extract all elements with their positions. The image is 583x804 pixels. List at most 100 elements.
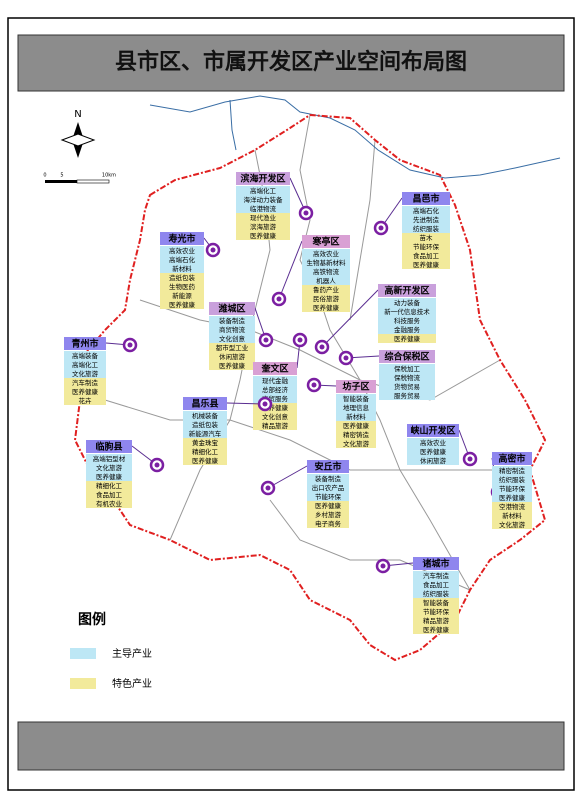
feature-industry: 医养健康 <box>343 421 370 430</box>
feature-industry: 空港物流 <box>499 502 526 511</box>
region-header <box>379 350 435 363</box>
region-name: 高新开发区 <box>384 285 429 297</box>
feature-industry: 造纸包装 <box>169 273 196 282</box>
region-header <box>253 362 297 375</box>
feature-industry: 电子商务 <box>315 519 342 528</box>
feature-industry: 文化旅游 <box>343 439 370 448</box>
feature-industry: 新能源 <box>172 291 192 300</box>
main-industry-bg <box>160 246 204 255</box>
location-marker-dot <box>467 456 473 462</box>
location-marker-dot <box>378 225 384 231</box>
main-industry: 节能环保 <box>315 492 342 501</box>
feature-industry: 智能装备 <box>423 598 450 607</box>
feature-industry-bg <box>160 273 204 282</box>
main-industry-bg <box>402 224 450 233</box>
feature-industry-bg <box>160 282 204 291</box>
main-industry: 文化旅游 <box>96 463 123 472</box>
main-industry: 总部经济 <box>262 385 289 394</box>
feature-industry-bg <box>209 361 255 370</box>
location-marker-dot <box>380 563 386 569</box>
main-industry: 临港物流 <box>250 204 277 213</box>
main-industry: 文化旅游 <box>72 369 99 378</box>
main-industry: 保税加工 <box>394 364 421 373</box>
main-industry-bg <box>64 360 106 369</box>
feature-industry: 苗木 <box>420 233 434 242</box>
main-industry: 造纸包装 <box>192 420 219 429</box>
feature-industry-bg <box>413 598 459 607</box>
legend-swatch <box>70 678 96 689</box>
feature-industry: 现代渔业 <box>250 213 277 222</box>
main-industry-bg <box>302 258 350 267</box>
main-industry-bg <box>378 316 436 325</box>
main-industry-bg <box>413 571 459 580</box>
main-industry: 高端石化 <box>413 206 440 215</box>
feature-industry: 休闲旅游 <box>219 352 246 361</box>
feature-industry-bg <box>413 607 459 616</box>
region-header <box>160 232 204 245</box>
main-industry: 新材料 <box>346 412 366 421</box>
legend-swatch <box>70 648 96 659</box>
feature-industry: 生物医药 <box>169 282 196 291</box>
feature-industry: 乡村旅游 <box>315 510 342 519</box>
main-industry: 商贸物流 <box>219 325 246 334</box>
region-name: 安丘市 <box>314 461 341 473</box>
main-industry-bg <box>413 589 459 598</box>
feature-industry: 有机农业 <box>96 499 123 508</box>
region-header <box>64 337 106 350</box>
main-industry: 商贸服务 <box>262 394 289 403</box>
location-marker-dot <box>276 296 282 302</box>
region-name: 综合保税区 <box>384 351 429 363</box>
main-industry: 科技服务 <box>394 316 421 325</box>
main-industry-bg <box>86 463 132 472</box>
feature-industry-bg <box>64 378 106 387</box>
river <box>149 95 561 179</box>
feature-industry: 医养健康 <box>169 300 196 309</box>
main-industry: 高效农业 <box>420 438 447 447</box>
main-industry: 新材料 <box>172 264 192 273</box>
footer-bar <box>17 721 565 771</box>
main-industry: 高端化工 <box>72 360 99 369</box>
main-industry: 医养健康 <box>420 447 447 456</box>
main-industry-bg <box>378 298 436 307</box>
feature-industry: 节能环保 <box>423 607 450 616</box>
main-industry-bg <box>253 385 297 394</box>
feature-industry: 医养健康 <box>394 334 421 343</box>
region-header <box>183 397 227 410</box>
compass-label: N <box>74 109 81 120</box>
main-industry: 智能装备 <box>343 394 370 403</box>
main-industry: 服务贸易 <box>394 391 420 400</box>
scale-bar: 0 5 10km <box>43 173 116 184</box>
feature-industry: 都市型工业 <box>216 343 249 352</box>
main-industry-bg <box>379 391 435 400</box>
main-industry: 海洋动力装备 <box>244 195 284 204</box>
main-industry-bg <box>379 364 435 373</box>
feature-industry: 医养健康 <box>315 501 342 510</box>
feature-industry-bg <box>402 242 450 251</box>
main-industry: 文化创意 <box>219 334 246 343</box>
main-industry: 金融服务 <box>394 325 421 334</box>
location-marker-dot <box>265 485 271 491</box>
main-industry-bg <box>302 276 350 285</box>
region-header <box>407 424 459 437</box>
main-industry-bg <box>402 206 450 215</box>
scale-label: 0 <box>43 173 46 179</box>
feature-industry-bg <box>492 511 532 520</box>
region-name: 高密市 <box>498 453 525 465</box>
location-marker-dot <box>263 337 269 343</box>
region-name: 坊子区 <box>342 381 369 393</box>
main-industry-bg <box>236 186 290 195</box>
main-industry-bg <box>209 316 255 325</box>
feature-industry-bg <box>64 387 106 396</box>
main-industry-bg <box>302 249 350 258</box>
feature-industry: 医养健康 <box>313 303 340 312</box>
main-industry: 装备制造 <box>315 474 342 483</box>
main-industry-bg <box>413 580 459 589</box>
feature-industry: 精密铸造 <box>343 430 370 439</box>
main-industry-bg <box>160 255 204 264</box>
feature-industry-bg <box>253 403 297 412</box>
feature-industry: 医养健康 <box>192 456 219 465</box>
main-industry-bg <box>64 351 106 360</box>
main-industry: 生物基新材料 <box>307 258 347 267</box>
region-header <box>307 460 349 473</box>
feature-industry-bg <box>236 231 290 240</box>
